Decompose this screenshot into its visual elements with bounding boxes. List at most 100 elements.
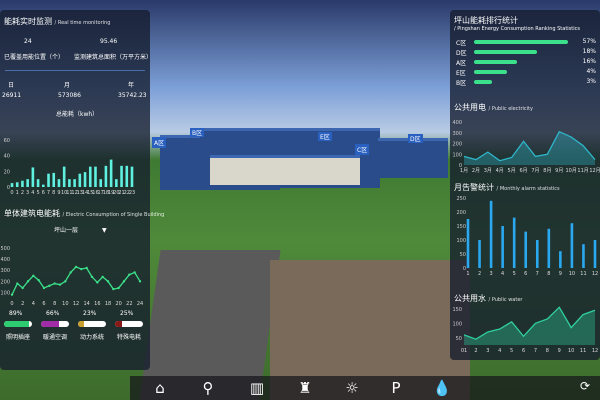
x-tick-label: 7 bbox=[536, 271, 539, 277]
x-tick-label: 2 bbox=[474, 348, 477, 354]
y-tick-label: 150 bbox=[456, 224, 466, 230]
sun-icon[interactable]: ☼ bbox=[345, 379, 359, 397]
refresh-icon[interactable]: ⟳ bbox=[579, 379, 591, 393]
x-tick-label: 2 bbox=[21, 190, 24, 196]
x-tick-label: 12 bbox=[73, 301, 79, 307]
bar bbox=[88, 166, 92, 187]
bar bbox=[83, 172, 87, 187]
x-tick-label: 10 bbox=[568, 348, 574, 354]
x-tick-label: 8 bbox=[53, 301, 56, 307]
x-tick-label: 15 bbox=[87, 190, 93, 196]
x-tick-label: 14 bbox=[82, 190, 88, 196]
location-pin-icon[interactable]: ⚲ bbox=[202, 379, 214, 397]
scene-label[interactable]: D区 bbox=[408, 134, 423, 143]
x-tick-label: 6 bbox=[522, 348, 525, 354]
x-tick-label: 3 bbox=[26, 190, 29, 196]
parking-icon[interactable]: P bbox=[391, 379, 401, 397]
bar bbox=[73, 179, 76, 187]
bar bbox=[26, 179, 29, 187]
bar bbox=[36, 179, 40, 187]
system-pct: 25% bbox=[120, 310, 134, 317]
y-tick-label: 200 bbox=[452, 142, 462, 148]
scene-label[interactable]: C区 bbox=[355, 144, 370, 155]
bar bbox=[94, 166, 97, 187]
system-label: 暖通空调 bbox=[43, 334, 68, 341]
ranking-label: E区 bbox=[456, 70, 466, 77]
y-tick-label: 0 bbox=[459, 163, 462, 169]
y-tick-label: 100 bbox=[0, 290, 10, 296]
left-panel: 能耗实时监测 / Real time monitoring 2 4 已覆盖用能位置… bbox=[0, 10, 164, 370]
realtime-title: 能耗实时监测 / Real time monitoring bbox=[4, 17, 111, 26]
x-tick-label: 6 bbox=[42, 190, 45, 196]
x-tick-label: 6 bbox=[524, 271, 527, 277]
buildings-icon[interactable]: ▥ bbox=[249, 379, 265, 397]
y-tick-label: 100 bbox=[452, 152, 462, 158]
system-progress-bar bbox=[4, 321, 32, 327]
x-tick-label: 11 bbox=[580, 271, 586, 277]
bar bbox=[57, 179, 61, 187]
ranking-pct: 3% bbox=[586, 78, 596, 85]
total-label: 总能耗（kwh） bbox=[56, 111, 99, 118]
ranking-bar bbox=[474, 40, 569, 44]
x-tick-label: 17 bbox=[98, 190, 104, 196]
system-label: 动力系统 bbox=[80, 334, 105, 341]
x-tick-label: 23 bbox=[129, 190, 135, 196]
building-e[interactable] bbox=[378, 138, 448, 178]
y-tick-label: 40 bbox=[4, 154, 10, 160]
data-point bbox=[138, 280, 142, 283]
x-tick-label: 8 bbox=[547, 271, 550, 277]
bar bbox=[501, 226, 504, 268]
stat-label: 已覆盖用能位置（个） bbox=[4, 54, 65, 61]
public-water-area-chart: 50 100 150 01 2 3 4 5 6 7 8 9 10 11 12 bbox=[452, 306, 598, 354]
x-tick-label: 22 bbox=[124, 190, 130, 196]
x-tick-label: 4 bbox=[32, 301, 35, 307]
x-tick-label: 20 bbox=[113, 190, 119, 196]
y-tick-label: 150 bbox=[452, 307, 462, 313]
data-point bbox=[64, 280, 67, 283]
x-tick-label: 9 bbox=[558, 348, 561, 354]
x-tick-label: 7 bbox=[47, 190, 50, 196]
ranking-label: B区 bbox=[456, 80, 467, 87]
y-tick-label: 50 bbox=[460, 252, 466, 258]
elec-title: 公共用电 / Public electricity bbox=[454, 103, 533, 112]
x-tick-label: 4 bbox=[31, 190, 34, 196]
x-tick-label: 22 bbox=[126, 301, 132, 307]
x-tick-label: 5 bbox=[513, 271, 516, 277]
x-tick-label: 4 bbox=[498, 348, 501, 354]
building-select[interactable]: 坪山一层 ▼ bbox=[54, 227, 107, 234]
x-tick-label: 10 bbox=[62, 301, 68, 307]
building-facade bbox=[210, 155, 360, 185]
stat-value: 95.46 bbox=[100, 38, 118, 45]
x-tick-label: 3月 bbox=[484, 168, 492, 174]
scene-label[interactable]: A区 bbox=[152, 137, 167, 148]
ranking-bar bbox=[474, 70, 507, 74]
x-tick-label: 18 bbox=[105, 301, 111, 307]
building-title: 单体建筑电能耗 / Electric Consumption of Single… bbox=[4, 209, 165, 218]
series-line bbox=[11, 266, 141, 295]
bar bbox=[47, 173, 50, 187]
x-tick-label: 0 bbox=[10, 190, 13, 196]
ranking-bar bbox=[474, 60, 517, 64]
water-energy-icon[interactable]: 💧 bbox=[432, 379, 452, 397]
x-tick-label: 8 bbox=[546, 348, 549, 354]
data-point bbox=[96, 281, 99, 284]
x-tick-label: 16 bbox=[94, 301, 100, 307]
bar bbox=[99, 179, 102, 187]
x-tick-label: 12月 bbox=[589, 168, 600, 174]
bar bbox=[570, 223, 574, 268]
right-panel: 坪山能耗排行统计 / Pingshan Energy Consumption R… bbox=[450, 10, 600, 360]
bar bbox=[535, 240, 539, 268]
x-tick-label: 11 bbox=[580, 348, 586, 354]
ranking-label: A区 bbox=[456, 60, 467, 67]
system-label: 照明插座 bbox=[6, 334, 31, 341]
scene-label[interactable]: E区 bbox=[318, 132, 332, 141]
x-tick-label: 4 bbox=[501, 271, 504, 277]
data-point bbox=[53, 282, 56, 285]
alarm-light-icon[interactable]: ♜ bbox=[298, 379, 312, 397]
x-tick-label: 20 bbox=[115, 301, 121, 307]
data-point bbox=[32, 274, 35, 277]
scene-label[interactable]: B区 bbox=[190, 128, 205, 137]
y-tick-label: 500 bbox=[0, 246, 10, 252]
home-icon[interactable]: ⌂ bbox=[155, 379, 165, 397]
